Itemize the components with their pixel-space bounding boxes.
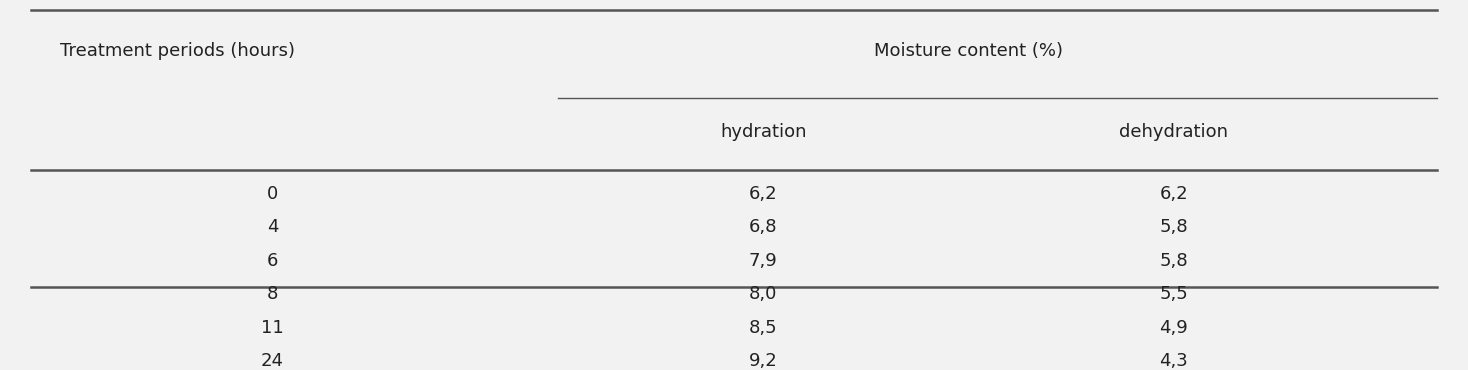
Text: Treatment periods (hours): Treatment periods (hours) (60, 42, 295, 60)
Text: 9,2: 9,2 (749, 352, 778, 370)
Text: 6,2: 6,2 (749, 185, 778, 203)
Text: 4,3: 4,3 (1160, 352, 1188, 370)
Text: 7,9: 7,9 (749, 252, 778, 270)
Text: 6,2: 6,2 (1160, 185, 1188, 203)
Text: 5,8: 5,8 (1160, 218, 1188, 236)
Text: 5,8: 5,8 (1160, 252, 1188, 270)
Text: 8,0: 8,0 (749, 285, 778, 303)
Text: 8: 8 (267, 285, 277, 303)
Text: 4,9: 4,9 (1160, 319, 1188, 337)
Text: 0: 0 (267, 185, 277, 203)
Text: 5,5: 5,5 (1160, 285, 1188, 303)
Text: 8,5: 8,5 (749, 319, 778, 337)
Text: 11: 11 (261, 319, 283, 337)
Text: 6,8: 6,8 (749, 218, 778, 236)
Text: 6: 6 (267, 252, 277, 270)
Text: 24: 24 (261, 352, 283, 370)
Text: dehydration: dehydration (1119, 124, 1229, 141)
Text: 4: 4 (267, 218, 279, 236)
Text: hydration: hydration (721, 124, 806, 141)
Text: Moisture content (%): Moisture content (%) (873, 42, 1063, 60)
